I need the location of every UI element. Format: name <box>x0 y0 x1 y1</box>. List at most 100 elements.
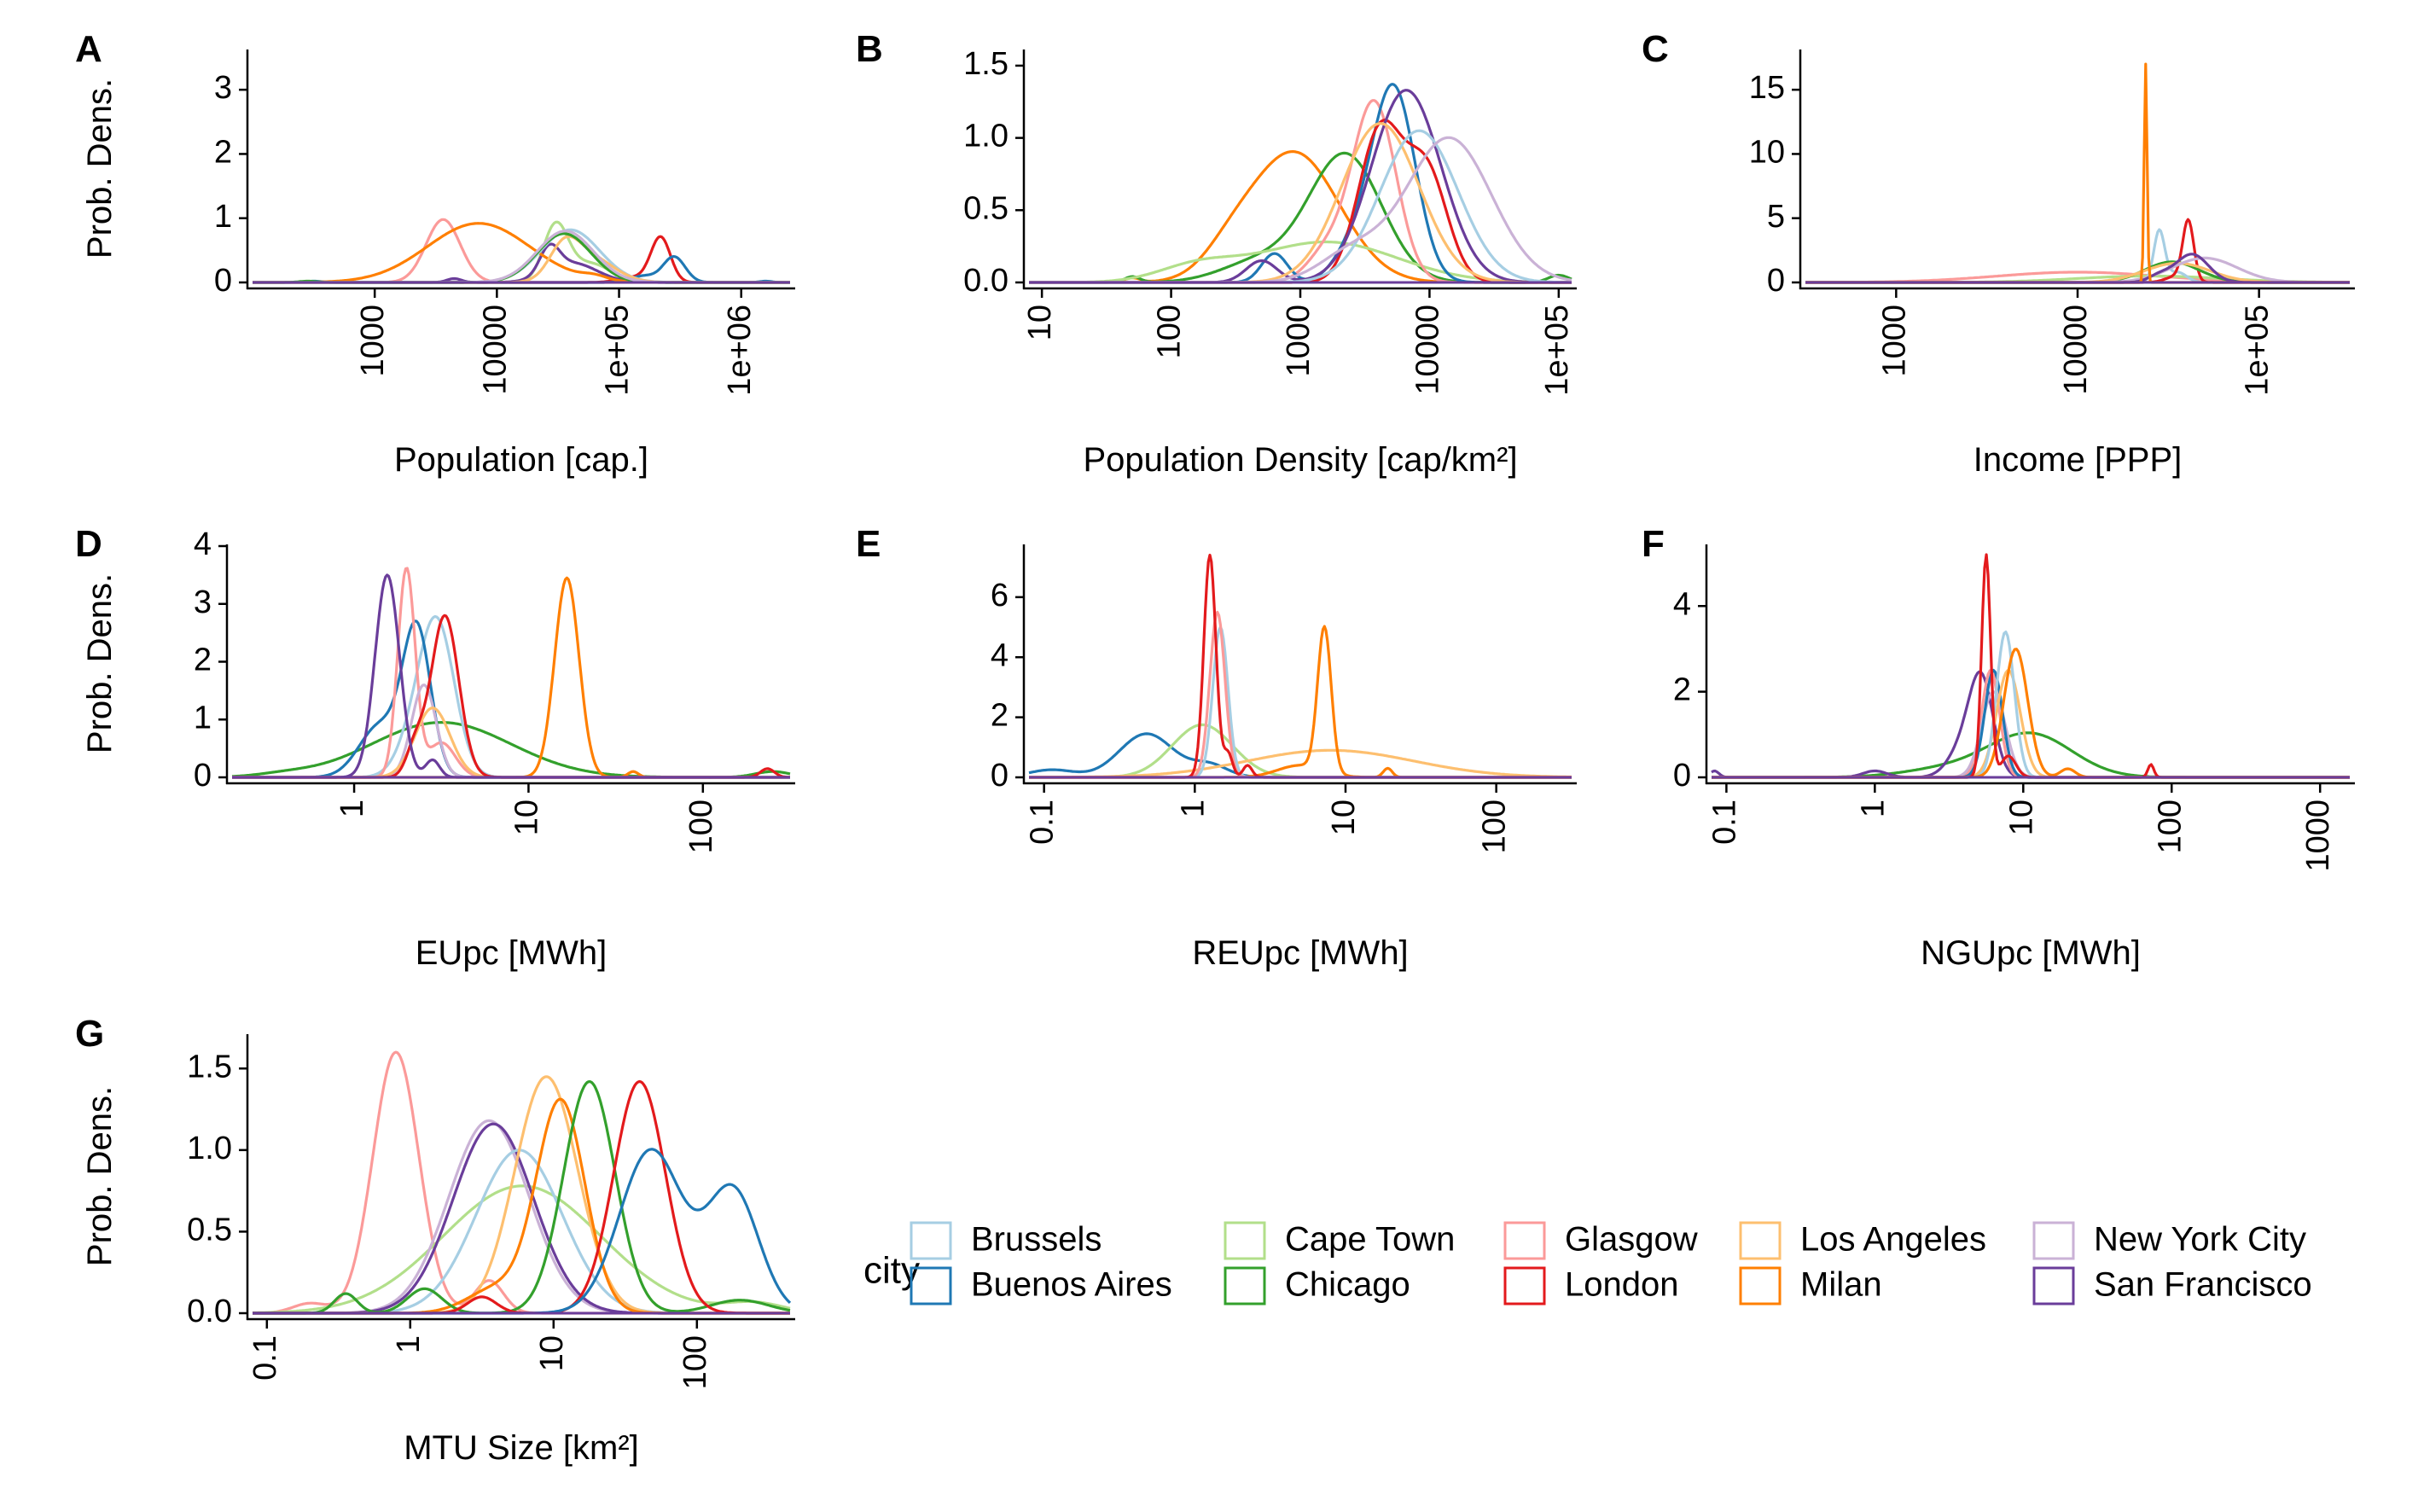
series-cape-town <box>253 220 790 284</box>
x-axis-label: Income [PPP] <box>1973 441 2183 479</box>
x-axis-label: Population [cap.] <box>394 441 648 479</box>
legend-key <box>1739 1221 1782 1260</box>
x-tick-label: 100 <box>1152 305 1188 358</box>
x-tick-label: 100 <box>1477 800 1513 853</box>
series-brussels <box>232 614 790 779</box>
series-buenos-aires <box>232 619 790 779</box>
legend-label: Glasgow <box>1565 1221 1698 1259</box>
y-axis-label: Prob. Dens. <box>81 1086 119 1266</box>
series-london <box>1029 119 1572 284</box>
x-tick-label: 1 <box>391 1335 427 1353</box>
y-tick-label: 0.5 <box>187 1212 232 1247</box>
series-san-francisco <box>232 573 790 779</box>
x-axis-label: NGUpc [MWh] <box>1921 934 2141 972</box>
legend-item-chicago: Chicago <box>1224 1266 1410 1306</box>
legend-item-buenos-aires: Buenos Aires <box>910 1266 1172 1306</box>
x-tick-label: 100 <box>677 1335 713 1389</box>
x-tick-label: 10 <box>1022 305 1058 340</box>
x-tick-label: 1000 <box>2300 800 2336 872</box>
y-tick-label: 5 <box>1767 199 1785 235</box>
x-axis-label: MTU Size [km²] <box>404 1429 639 1467</box>
legend-label: Buenos Aires <box>971 1266 1172 1304</box>
y-axis-label: Prob. Dens. <box>81 573 119 753</box>
series-new-york-city <box>232 683 790 779</box>
x-tick-label: 0.1 <box>1706 800 1742 845</box>
x-tick-label: 1 <box>1855 800 1891 817</box>
y-tick-label: 15 <box>1749 70 1785 106</box>
series-los-angeles <box>253 235 790 284</box>
panel-c: C 0 5 10 15 1000 10000 1e+05 Income [PPP] <box>1642 28 2355 479</box>
y-tick-label: 1 <box>194 700 212 736</box>
x-axis-label: Population Density [cap/km²] <box>1083 441 1517 479</box>
x-tick-label: 10 <box>1326 800 1362 835</box>
legend-key <box>910 1266 952 1306</box>
y-tick-label: 0 <box>1673 758 1691 794</box>
y-tick-label: 1.5 <box>187 1049 232 1085</box>
series-cape-town <box>252 1184 791 1315</box>
y-tick-label: 4 <box>1673 586 1691 622</box>
series-milan <box>1029 625 1572 779</box>
y-tick-label: 2 <box>1673 672 1691 708</box>
panel-b: B 0.0 0.5 1.0 1.5 10 100 1000 10000 1e+05 Populati… <box>856 28 1577 479</box>
y-tick-label: 1.0 <box>187 1131 232 1166</box>
legend-key <box>2032 1266 2075 1306</box>
x-axis-label: EUpc [MWh] <box>416 934 607 972</box>
legend-key <box>910 1221 952 1260</box>
series-london <box>1029 553 1572 779</box>
y-tick-label: 4 <box>991 637 1009 673</box>
y-tick-label: 3 <box>214 70 232 106</box>
x-tick-label: 10000 <box>477 305 513 395</box>
series-london <box>232 614 790 779</box>
x-axis-label: REUpc [MWh] <box>1192 934 1408 972</box>
series-glasgow <box>252 1050 790 1315</box>
panel-f: F 0 2 4 0.1 1 10 100 1000 NGUpc [MWh] <box>1642 523 2355 972</box>
legend-key <box>1503 1266 1546 1306</box>
y-tick-label: 0 <box>194 758 212 794</box>
y-tick-label: 10 <box>1749 134 1785 170</box>
y-tick-label: 0.5 <box>963 190 1009 226</box>
y-tick-label: 6 <box>991 578 1009 614</box>
x-tick-label: 1000 <box>355 305 391 377</box>
legend-label: New York City <box>2094 1221 2306 1259</box>
x-tick-label: 1e+05 <box>600 305 636 396</box>
series-milan <box>253 222 790 284</box>
panel-letter: G <box>75 1013 104 1055</box>
legend-label: Los Angeles <box>1800 1221 1986 1259</box>
x-tick-label: 1e+06 <box>722 305 758 396</box>
y-tick-label: 1.0 <box>963 119 1009 154</box>
legend-key <box>1224 1221 1266 1260</box>
x-tick-label: 0.1 <box>1025 800 1061 845</box>
series-san-francisco <box>253 1122 790 1315</box>
series-los-angeles <box>1029 122 1572 284</box>
series-los-angeles <box>253 1075 790 1315</box>
panel-letter: E <box>856 523 881 565</box>
y-axis-label: Prob. Dens. <box>81 79 119 259</box>
series-brussels <box>1029 625 1572 779</box>
y-tick-label: 2 <box>991 698 1009 734</box>
x-tick-label: 1000 <box>1876 305 1912 377</box>
x-tick-label: 10 <box>509 800 544 835</box>
legend-label: Cape Town <box>1285 1221 1455 1259</box>
y-tick-label: 1.5 <box>963 46 1009 82</box>
panel-letter: F <box>1642 523 1665 565</box>
y-tick-label: 4 <box>194 526 212 562</box>
x-tick-label: 100 <box>683 800 719 853</box>
panel-letter: D <box>75 523 102 565</box>
panel-e: E 0 2 4 6 0.1 1 10 100 REUpc [MWh] <box>856 523 1577 972</box>
panel-d: D 0 1 2 3 4 1 10 100 EUpc [MWh] Prob. Dens. <box>75 523 795 972</box>
series-glasgow <box>253 218 790 284</box>
series-brussels <box>253 228 790 284</box>
y-tick-label: 0 <box>1767 263 1785 299</box>
series-milan <box>253 1097 790 1315</box>
legend-label: London <box>1565 1266 1678 1304</box>
y-tick-label: 3 <box>194 584 212 620</box>
series-london <box>1712 553 2350 779</box>
legend-key <box>1739 1266 1782 1306</box>
series-san-francisco <box>253 242 790 284</box>
y-tick-label: 0.0 <box>963 263 1009 299</box>
series-new-york-city <box>1712 690 2350 779</box>
legend-key <box>1224 1266 1266 1306</box>
y-tick-label: 0 <box>214 263 232 299</box>
